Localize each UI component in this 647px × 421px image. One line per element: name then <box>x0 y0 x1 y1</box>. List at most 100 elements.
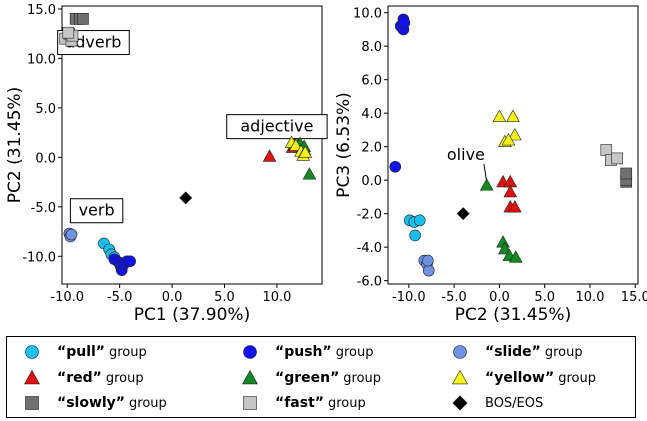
legend-item-slide: “slide” group <box>449 341 583 363</box>
legend-item-slowly: “slowly” group <box>21 392 167 414</box>
chart2-xtick-label: -5.0 <box>441 290 466 305</box>
chart2-ytick-label: 10.0 <box>353 7 382 22</box>
chart1-ylabel: PC2 (31.45%) <box>5 87 25 203</box>
chart2-point-push <box>389 160 402 173</box>
chart2-xtick-label: 15.0 <box>621 290 647 305</box>
chart2-ytick-label: -2.0 <box>357 208 382 223</box>
chart2-point-push <box>398 16 411 29</box>
chart2-xtick-label: -10.0 <box>392 290 426 305</box>
legend-name-pull: “pull” <box>57 344 105 360</box>
legend-suffix-pull: group <box>109 344 147 360</box>
legend-item-fast: “fast” group <box>239 392 366 414</box>
legend-glyph-green <box>242 369 258 385</box>
chart2-ytick-label: -4.0 <box>357 241 382 256</box>
legend-glyph-red <box>24 369 40 385</box>
legend-item-red: “red” group <box>21 367 144 389</box>
chart1-ytick-label: 10.0 <box>27 52 56 67</box>
chart1-annotation-box <box>69 198 124 224</box>
legend-glyph-slide <box>453 345 467 359</box>
chart1-point-red <box>262 149 277 162</box>
legend-marker-yellow <box>452 369 468 385</box>
legend-suffix-slowly: group <box>129 395 167 411</box>
chart1-point-yellow <box>288 138 303 151</box>
chart2-plot-frame <box>387 5 639 285</box>
legend-name-yellow: “yellow” <box>485 370 555 386</box>
chart1-xtick-label: 0.0 <box>162 290 183 305</box>
legend-marker-slowly <box>25 396 39 410</box>
legend-glyph-pull <box>25 345 39 359</box>
chart1-ytick-label: -10.0 <box>22 250 56 265</box>
chart2-ytick-label: 4.0 <box>361 107 382 122</box>
chart1-xtick-label: -10.0 <box>50 290 84 305</box>
chart2-point-fast <box>611 152 623 165</box>
chart2-point-green <box>479 178 494 191</box>
chart1-xlabel: PC1 (37.90%) <box>134 305 250 325</box>
legend-suffix-fast: group <box>327 395 366 411</box>
chart2-point-green <box>508 250 523 263</box>
legend-suffix-bos: BOS/EOS <box>485 395 544 411</box>
chart1-point-push <box>124 255 136 268</box>
chart2-point-fast <box>600 144 613 156</box>
legend-item-green: “green” group <box>239 367 381 389</box>
legend-marker-bos <box>452 395 468 411</box>
chart1-annotation-box <box>226 114 328 140</box>
chart2-point-pull <box>413 214 426 227</box>
legend-marker-green <box>242 369 258 385</box>
chart1-annotation-adjective: adjective <box>240 117 313 136</box>
chart1-point-bos <box>179 191 193 205</box>
chart2-point-pull <box>409 229 421 242</box>
legend-suffix-green: group <box>343 370 382 386</box>
legend-name-green: “green” <box>275 370 340 386</box>
chart2-annotation-olive: olive <box>447 145 485 164</box>
legend-item-yellow: “yellow” group <box>449 367 596 389</box>
chart2-point-red <box>507 200 522 213</box>
legend-marker-slide <box>453 345 467 359</box>
legend-marker-push <box>243 345 257 359</box>
chart2-point-bos <box>456 207 470 221</box>
chart2-xtick-label: 0.0 <box>489 290 510 305</box>
chart2-point-yellow <box>506 109 520 122</box>
chart1-xtick-label: -5.0 <box>107 290 132 305</box>
chart1-point-slowly <box>77 13 89 25</box>
chart2-ytick-label: 2.0 <box>361 141 382 156</box>
chart2-point-yellow <box>507 128 522 141</box>
legend-marker-red <box>24 369 40 385</box>
chart2-ytick-label: 8.0 <box>361 40 382 55</box>
chart1-ytick-label: 0.0 <box>35 151 56 166</box>
legend-glyph-yellow <box>452 369 468 385</box>
legend-item-push: “push” group <box>239 341 373 363</box>
legend-glyph-slowly <box>25 396 39 410</box>
legend-marker-fast <box>243 396 257 410</box>
legend-name-slide: “slide” <box>485 344 541 360</box>
chart1-point-slide <box>65 228 78 241</box>
chart1-plot-frame <box>61 5 323 285</box>
legend-suffix-slide: group <box>544 344 583 360</box>
chart2-ylabel: PC3 (6.53%) <box>334 92 354 198</box>
legend-name-red: “red” <box>57 370 102 386</box>
chart2-point-slide <box>422 254 434 267</box>
legend: “pull” group “push” group “slide” group … <box>6 336 636 418</box>
chart2-point-slowly <box>620 167 633 180</box>
chart2-ytick-label: 6.0 <box>361 74 382 89</box>
chart1-ytick-label: -5.0 <box>31 201 56 216</box>
legend-name-fast: “fast” <box>275 395 324 411</box>
legend-suffix-yellow: group <box>558 370 596 386</box>
chart2-point-yellow <box>492 109 507 122</box>
legend-item-pull: “pull” group <box>21 341 147 363</box>
chart1-point-yellow <box>298 145 313 158</box>
chart2-ytick-label: 0.0 <box>361 174 382 189</box>
chart2-xlabel: PC2 (31.45%) <box>455 305 571 325</box>
chart2-xtick-label: 5.0 <box>534 290 555 305</box>
legend-name-slowly: “slowly” <box>57 395 126 411</box>
legend-glyph-bos <box>452 395 468 411</box>
chart1-point-fast <box>62 26 75 39</box>
charts-canvas: -10.0 -5.0 0.0 5.0 10.0 -10.0 -5.0 0.0 5.0 10.0 15… <box>5 3 647 325</box>
legend-name-push: “push” <box>275 344 332 360</box>
chart2-annotation-leader <box>483 163 488 182</box>
legend-suffix-red: group <box>105 370 144 386</box>
chart1-ytick-label: 5.0 <box>35 102 56 117</box>
legend-marker-pull <box>25 345 39 359</box>
chart2-point-yellow <box>501 133 516 146</box>
chart1-xtick-label: 10.0 <box>262 290 291 305</box>
chart2-xtick-label: 10.0 <box>576 290 605 305</box>
